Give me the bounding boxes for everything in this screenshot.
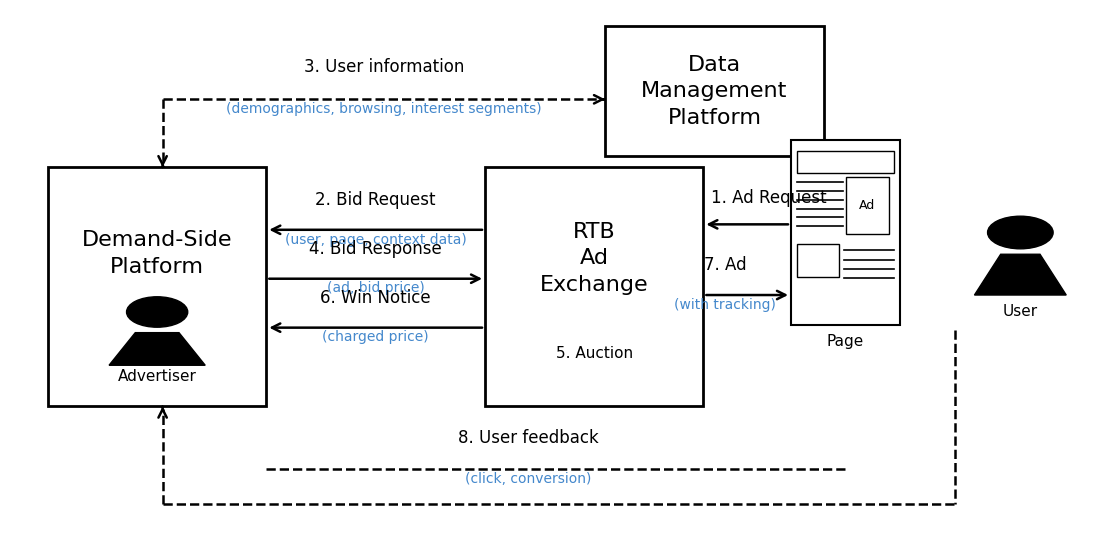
Bar [846,177,890,234]
Polygon shape [974,254,1066,295]
Text: RTB
Ad
Exchange: RTB Ad Exchange [539,222,648,295]
Text: User: User [1003,304,1038,319]
Text: (demographics, browsing, interest segments): (demographics, browsing, interest segmen… [226,102,542,116]
Text: 6. Win Notice: 6. Win Notice [320,289,430,307]
Text: 8. User feedback: 8. User feedback [458,429,599,447]
Text: 5. Auction: 5. Auction [556,346,633,362]
Text: (ad, bid price): (ad, bid price) [327,282,425,295]
Text: 7. Ad: 7. Ad [704,256,746,274]
Bar [47,167,266,406]
Bar [606,26,824,156]
Circle shape [127,297,188,327]
Text: Page: Page [827,334,864,349]
Text: Demand-Side
Platform: Demand-Side Platform [81,230,232,277]
Text: 3. User information: 3. User information [304,59,464,77]
Circle shape [988,216,1054,249]
Text: 4. Bid Response: 4. Bid Response [309,240,442,258]
Polygon shape [109,333,205,365]
Text: 1. Ad Request: 1. Ad Request [711,189,827,207]
Text: Ad: Ad [859,199,875,212]
Text: Advertiser: Advertiser [118,369,197,384]
Bar [797,151,894,173]
Bar [791,140,901,325]
Text: (charged price): (charged price) [323,330,429,344]
Text: (with tracking): (with tracking) [675,298,776,312]
Text: (click, conversion): (click, conversion) [466,472,592,486]
Bar [797,245,839,277]
Text: (user, page, context data): (user, page, context data) [285,232,467,247]
Text: 2. Bid Request: 2. Bid Request [315,191,436,209]
Text: Data
Management
Platform: Data Management Platform [641,55,787,128]
Bar [484,167,704,406]
